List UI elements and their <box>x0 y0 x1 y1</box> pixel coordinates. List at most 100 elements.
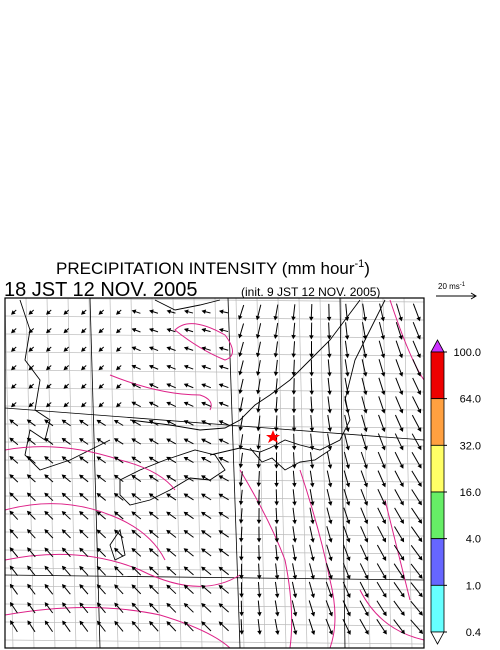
wind-arrow <box>166 584 177 595</box>
wind-arrow <box>273 359 279 377</box>
wind-arrow <box>116 346 122 352</box>
wind-arrow <box>201 383 211 389</box>
wind-arrow <box>183 346 194 351</box>
wind-arrow <box>61 510 71 520</box>
wind-arrow <box>131 511 142 520</box>
wind-arrow <box>28 402 35 408</box>
wind-arrow <box>218 621 229 632</box>
wind-arrow <box>309 396 315 414</box>
grid-line <box>4 495 425 501</box>
wind-arrow <box>201 493 212 501</box>
wind-arrow <box>79 438 89 445</box>
wind-arrow <box>326 526 333 543</box>
wind-arrow <box>274 618 280 635</box>
wind-arrow <box>79 584 89 595</box>
wind-arrow <box>343 451 351 469</box>
wind-arrow <box>63 346 70 352</box>
wind-arrow <box>96 511 107 520</box>
wind-arrow <box>273 304 279 321</box>
wind-arrow <box>131 327 141 333</box>
wind-arrow <box>131 566 142 576</box>
grid-line <box>4 423 425 429</box>
wind-arrow <box>148 566 159 576</box>
wind-arrow <box>44 474 54 483</box>
wind-arrow <box>96 602 106 614</box>
wind-arrow <box>273 322 279 340</box>
wind-arrow <box>274 452 279 469</box>
wind-arrow <box>27 620 36 633</box>
wind-arrow <box>201 511 212 520</box>
wind-arrow <box>292 489 297 506</box>
grid-line <box>4 513 425 519</box>
wind-arrow <box>96 529 107 539</box>
wind-arrow <box>291 359 297 377</box>
wind-arrow <box>61 419 71 427</box>
wind-arrow <box>201 346 211 351</box>
wind-arrow <box>361 377 368 396</box>
wind-arrow <box>96 620 106 632</box>
wind-arrow <box>148 493 159 501</box>
wind-arrow <box>376 581 387 598</box>
wind-scale-superscript: -1 <box>460 282 466 288</box>
wind-arrow <box>256 378 261 395</box>
wind-arrow <box>274 489 279 506</box>
wind-arrow <box>291 396 297 414</box>
wind-arrow <box>81 383 87 389</box>
wind-arrow <box>256 452 261 469</box>
wind-arrow <box>114 620 124 632</box>
wind-arrow <box>27 565 36 576</box>
wind-arrow <box>98 309 105 315</box>
wind-arrow <box>394 489 404 506</box>
wind-arrow <box>81 328 87 334</box>
wind-arrow <box>378 414 386 433</box>
wind-arrow <box>394 433 404 451</box>
wind-arrow <box>116 402 122 408</box>
wind-arrow <box>183 602 194 613</box>
wind-arrow <box>81 309 87 315</box>
wind-arrow <box>131 438 142 445</box>
wind-arrow <box>44 529 54 539</box>
wind-arrow <box>326 451 333 469</box>
wind-arrow <box>166 346 176 351</box>
wind-arrow <box>273 341 279 358</box>
wind-arrow <box>394 526 405 543</box>
wind-arrow <box>396 303 403 322</box>
wind-arrow <box>344 303 350 322</box>
wind-arrow <box>183 364 194 370</box>
wind-arrow <box>239 582 244 598</box>
wind-arrow <box>9 455 19 464</box>
wind-arrow <box>113 493 124 501</box>
colorbar-label: 4.0 <box>466 534 481 546</box>
wind-arrow <box>309 526 315 543</box>
wind-arrow <box>79 492 89 501</box>
wind-arrow <box>183 401 194 407</box>
wind-arrow <box>308 618 316 636</box>
wind-arrow <box>96 438 106 445</box>
wind-arrow <box>27 602 36 614</box>
wind-arrow <box>291 618 298 636</box>
wind-arrow <box>342 600 351 617</box>
wind-arrow <box>166 327 176 333</box>
wind-arrow <box>327 377 332 396</box>
colorbar-label: 0.4 <box>466 627 481 639</box>
wind-arrow <box>326 544 333 562</box>
wind-arrow <box>342 563 351 580</box>
grid-line <box>4 315 425 321</box>
wind-arrow <box>61 474 71 483</box>
grid-line <box>4 297 14 649</box>
wind-arrow <box>131 584 142 595</box>
wind-arrow <box>393 582 405 598</box>
wind-arrow <box>377 507 386 525</box>
grid-line <box>277 297 287 649</box>
wind-arrow <box>256 489 262 506</box>
colorbar-top-triangle <box>430 339 445 353</box>
colorbar-segment <box>430 538 445 586</box>
wind-arrow <box>183 420 194 426</box>
wind-arrow <box>79 565 89 576</box>
wind-arrow <box>361 396 368 414</box>
wind-arrow <box>238 434 244 450</box>
wind-arrow <box>116 365 122 371</box>
wind-arrow <box>79 602 89 614</box>
colorbar-label: 1.0 <box>466 580 481 592</box>
wind-arrow <box>183 327 194 333</box>
